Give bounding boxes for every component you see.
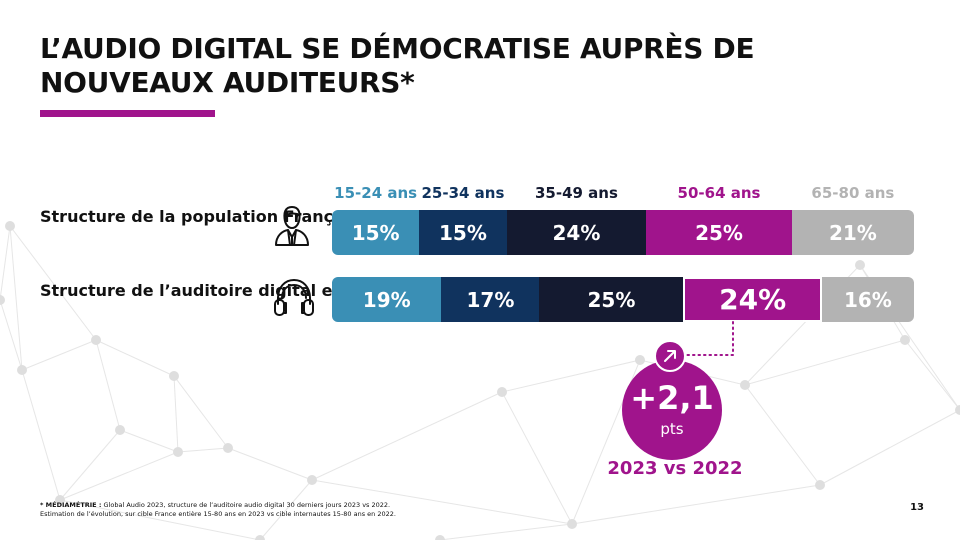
bar-segment-65-80-row-0: 21% bbox=[791, 210, 914, 255]
network-line bbox=[59, 499, 261, 540]
network-line bbox=[311, 391, 503, 481]
network-node bbox=[307, 475, 317, 485]
network-node bbox=[900, 335, 910, 345]
legend-label-65-80: 65-80 ans bbox=[811, 184, 895, 202]
network-node bbox=[435, 535, 445, 540]
bar-row-audience: 19% 17% 25% 24% 16% bbox=[332, 277, 914, 322]
network-line bbox=[439, 523, 573, 540]
network-node bbox=[115, 425, 125, 435]
trend-up-arrow-icon bbox=[654, 340, 686, 372]
network-node bbox=[855, 260, 865, 270]
network-line bbox=[904, 339, 960, 411]
network-line bbox=[173, 375, 179, 453]
footnote-source-text: Global Audio 2023, structure de l’audito… bbox=[101, 501, 391, 509]
legend-label-25-34: 25-34 ans bbox=[421, 184, 505, 202]
network-node bbox=[91, 335, 101, 345]
network-node bbox=[17, 365, 27, 375]
bar-segment-15-24-row-1: 19% bbox=[332, 277, 442, 322]
bar-segment-35-49-row-1: 25% bbox=[539, 277, 684, 322]
network-line bbox=[0, 299, 23, 371]
network-line bbox=[95, 339, 121, 431]
evolution-comparison: 2023 vs 2022 bbox=[607, 458, 743, 479]
network-node bbox=[740, 380, 750, 390]
network-node bbox=[955, 405, 960, 415]
evolution-value: +2,1 bbox=[630, 379, 714, 417]
network-line bbox=[59, 429, 121, 501]
network-line bbox=[9, 225, 23, 371]
network-line bbox=[95, 339, 175, 377]
bar-segment-50-64-row-0: 25% bbox=[646, 210, 792, 255]
network-line bbox=[227, 447, 313, 481]
person-icon bbox=[275, 206, 309, 246]
bar-segment-25-34-row-0: 15% bbox=[419, 210, 507, 255]
network-line bbox=[119, 429, 179, 453]
footnote: * MÉDIAMÉTRIE : Global Audio 2023, struc… bbox=[40, 501, 540, 519]
bar-segment-35-49-row-0: 24% bbox=[506, 210, 647, 255]
title-underline bbox=[40, 110, 215, 117]
network-line bbox=[9, 225, 97, 341]
network-node bbox=[567, 519, 577, 529]
network-node bbox=[635, 355, 645, 365]
network-node bbox=[255, 535, 265, 540]
legend-label-15-24: 15-24 ans bbox=[334, 184, 418, 202]
footnote-source-label: * MÉDIAMÉTRIE : bbox=[40, 501, 102, 509]
evolution-unit: pts bbox=[660, 420, 684, 438]
network-line bbox=[744, 339, 906, 386]
network-node bbox=[5, 221, 15, 231]
bar-row-population: 15% 15% 24% 25% 21% bbox=[332, 210, 914, 255]
network-line bbox=[571, 484, 821, 525]
slide-title: L’AUDIO DIGITAL SE DÉMOCRATISE AUPRÈS DE… bbox=[40, 32, 755, 99]
network-line bbox=[21, 339, 97, 371]
network-node bbox=[173, 447, 183, 457]
network-node bbox=[223, 443, 233, 453]
network-node bbox=[497, 387, 507, 397]
legend-label-50-64: 50-64 ans bbox=[677, 184, 761, 202]
network-node bbox=[0, 295, 5, 305]
network-line bbox=[501, 391, 573, 525]
network-line bbox=[744, 384, 821, 486]
network-line bbox=[59, 451, 179, 501]
network-line bbox=[177, 447, 229, 453]
bar-segment-15-24-row-0: 15% bbox=[332, 210, 420, 255]
network-line bbox=[259, 479, 313, 540]
network-line bbox=[173, 375, 229, 449]
network-line bbox=[501, 359, 641, 393]
network-node bbox=[55, 495, 65, 505]
page-number: 13 bbox=[910, 502, 924, 513]
footnote-source: * MÉDIAMÉTRIE : Global Audio 2023, struc… bbox=[40, 501, 540, 510]
footnote-method: Estimation de l’évolution, sur cible Fra… bbox=[40, 510, 396, 518]
legend-label-35-49: 35-49 ans bbox=[534, 184, 618, 202]
network-node bbox=[815, 480, 825, 490]
network-line bbox=[819, 409, 960, 486]
bar-segment-65-80-row-1: 16% bbox=[821, 277, 914, 322]
evolution-circle: +2,1 pts bbox=[622, 360, 722, 460]
bar-segment-25-34-row-1: 17% bbox=[441, 277, 540, 322]
network-node bbox=[169, 371, 179, 381]
network-line bbox=[0, 225, 11, 301]
row-label-population: Structure de la population Française bbox=[40, 207, 370, 226]
headphones-icon bbox=[274, 279, 314, 316]
network-line bbox=[21, 369, 61, 501]
network-line bbox=[311, 479, 573, 525]
bar-segment-50-64-row-1: 24% bbox=[683, 277, 822, 322]
